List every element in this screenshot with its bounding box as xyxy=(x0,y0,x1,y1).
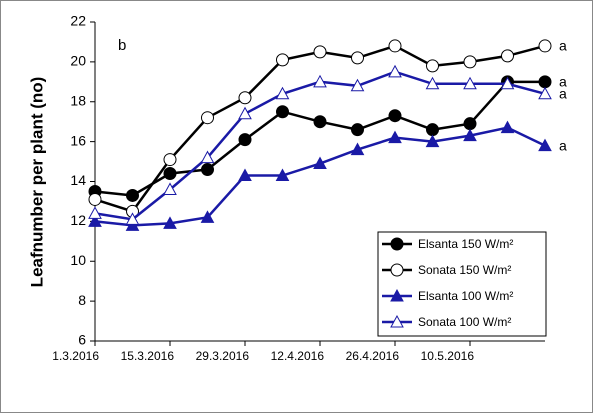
annotation: a xyxy=(559,38,567,54)
data-point xyxy=(313,74,327,88)
data-point xyxy=(200,210,215,223)
y-tick-label: 18 xyxy=(70,92,86,108)
x-tick-label: 10.5.2016 xyxy=(421,349,475,363)
data-point xyxy=(201,111,214,125)
data-point xyxy=(501,49,514,63)
data-point xyxy=(463,55,477,69)
data-point xyxy=(426,59,439,73)
y-tick-label: 22 xyxy=(70,13,86,29)
data-point xyxy=(538,39,552,53)
data-point xyxy=(500,120,515,134)
data-point xyxy=(88,206,102,219)
data-point xyxy=(388,109,402,123)
data-point xyxy=(126,188,139,202)
data-point xyxy=(163,182,177,195)
data-point xyxy=(388,64,402,78)
data-point xyxy=(313,156,327,170)
data-point xyxy=(425,134,440,148)
data-point xyxy=(538,138,552,152)
data-point xyxy=(388,39,402,53)
data-point xyxy=(351,51,364,65)
legend-label: Elsanta 150 W/m² xyxy=(418,237,513,251)
data-point xyxy=(163,216,177,229)
data-point xyxy=(238,106,252,120)
data-point xyxy=(426,123,439,137)
y-tick-label: 16 xyxy=(70,132,86,148)
data-point xyxy=(163,153,177,167)
data-point xyxy=(276,105,289,119)
data-point xyxy=(276,53,289,67)
data-point xyxy=(350,142,365,156)
y-tick-label: 6 xyxy=(78,332,86,348)
x-tick-label: 1.3.2016 xyxy=(52,349,99,363)
annotation: a xyxy=(559,85,567,101)
data-point xyxy=(425,76,440,90)
x-tick-label: 29.3.2016 xyxy=(196,349,250,363)
legend-marker xyxy=(390,263,404,277)
x-tick-label: 26.4.2016 xyxy=(346,349,400,363)
annotation: a xyxy=(559,74,567,90)
data-point xyxy=(463,128,477,142)
data-point xyxy=(201,163,214,177)
data-point xyxy=(163,167,177,181)
data-point xyxy=(125,212,140,225)
y-tick-label: 8 xyxy=(78,292,86,308)
x-tick-label: 15.3.2016 xyxy=(121,349,175,363)
data-point xyxy=(388,130,402,144)
data-point xyxy=(275,168,290,182)
y-axis-label: Leafnumber per plant (no) xyxy=(27,77,46,288)
data-point xyxy=(275,86,290,100)
y-tick-label: 12 xyxy=(70,212,86,228)
data-point xyxy=(538,86,552,100)
data-point xyxy=(200,150,215,164)
x-tick-label: 12.4.2016 xyxy=(271,349,325,363)
data-point xyxy=(463,117,477,131)
data-point xyxy=(238,168,252,182)
data-point xyxy=(88,214,102,227)
data-point xyxy=(238,91,252,105)
y-tick-label: 20 xyxy=(70,53,86,69)
data-point xyxy=(313,45,327,59)
data-point xyxy=(463,76,477,90)
legend-marker xyxy=(390,314,404,328)
legend-label: Elsanta 100 W/m² xyxy=(418,289,513,303)
legend-box xyxy=(377,231,547,337)
data-point xyxy=(88,192,102,206)
data-point xyxy=(351,123,364,137)
legend-label: Sonata 150 W/m² xyxy=(418,263,511,277)
y-tick-label: 10 xyxy=(70,252,86,268)
panel-label: b xyxy=(118,37,126,54)
legend-marker xyxy=(390,237,404,251)
data-point xyxy=(350,78,365,92)
annotation: a xyxy=(559,137,567,153)
legend-label: Sonata 100 W/m² xyxy=(418,315,511,329)
y-tick-label: 14 xyxy=(70,172,86,188)
legend-marker xyxy=(390,288,404,302)
data-point xyxy=(238,133,252,147)
data-point xyxy=(500,76,515,90)
data-point xyxy=(313,115,327,129)
data-point xyxy=(538,75,552,89)
